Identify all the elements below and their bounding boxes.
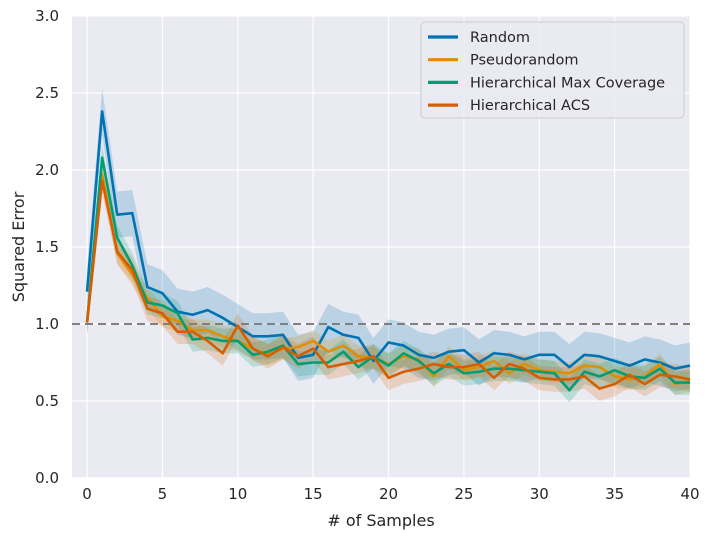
y-tick-label: 0.0 bbox=[35, 469, 59, 487]
x-tick-label: 5 bbox=[158, 485, 168, 503]
x-tick-label: 25 bbox=[454, 485, 473, 503]
y-axis-label: Squared Error bbox=[9, 191, 28, 302]
confidence-band-0 bbox=[87, 88, 690, 392]
series-line-0 bbox=[85, 110, 691, 370]
x-tick-label: 10 bbox=[228, 485, 247, 503]
series-line-3 bbox=[85, 179, 691, 390]
confidence-band-1 bbox=[87, 163, 690, 395]
y-tick-label: 1.5 bbox=[35, 238, 59, 256]
legend-label-1: Pseudorandom bbox=[470, 53, 578, 69]
confidence-bands bbox=[87, 88, 690, 403]
x-tick-label: 15 bbox=[304, 485, 323, 503]
x-tick-label: 0 bbox=[82, 485, 92, 503]
legend-box bbox=[420, 21, 685, 119]
confidence-band-2 bbox=[87, 145, 690, 403]
y-tick-label: 2.0 bbox=[35, 161, 59, 179]
x-tick-labels: 0 5 10 15 20 25 30 35 40 bbox=[82, 485, 699, 503]
y-tick-label: 3.0 bbox=[35, 7, 59, 25]
x-tick-label: 35 bbox=[605, 485, 624, 503]
y-tick-label: 0.5 bbox=[35, 392, 59, 410]
legend-label-0: Random bbox=[470, 30, 530, 46]
legend: Random Pseudorandom Hierarchical Max Cover… bbox=[420, 21, 685, 119]
confidence-band-3 bbox=[87, 168, 690, 401]
y-tick-label: 1.0 bbox=[35, 315, 59, 333]
x-axis-label: # of Samples bbox=[327, 511, 434, 530]
x-tick-label: 40 bbox=[680, 485, 699, 503]
y-tick-label: 2.5 bbox=[35, 84, 59, 102]
legend-label-3: Hierarchical ACS bbox=[470, 98, 590, 114]
x-tick-label: 30 bbox=[530, 485, 549, 503]
x-tick-label: 20 bbox=[379, 485, 398, 503]
y-tick-labels: 0.0 0.5 1.0 1.5 2.0 2.5 3.0 bbox=[35, 7, 59, 487]
series-lines bbox=[85, 110, 691, 392]
legend-label-2: Hierarchical Max Coverage bbox=[470, 75, 665, 91]
